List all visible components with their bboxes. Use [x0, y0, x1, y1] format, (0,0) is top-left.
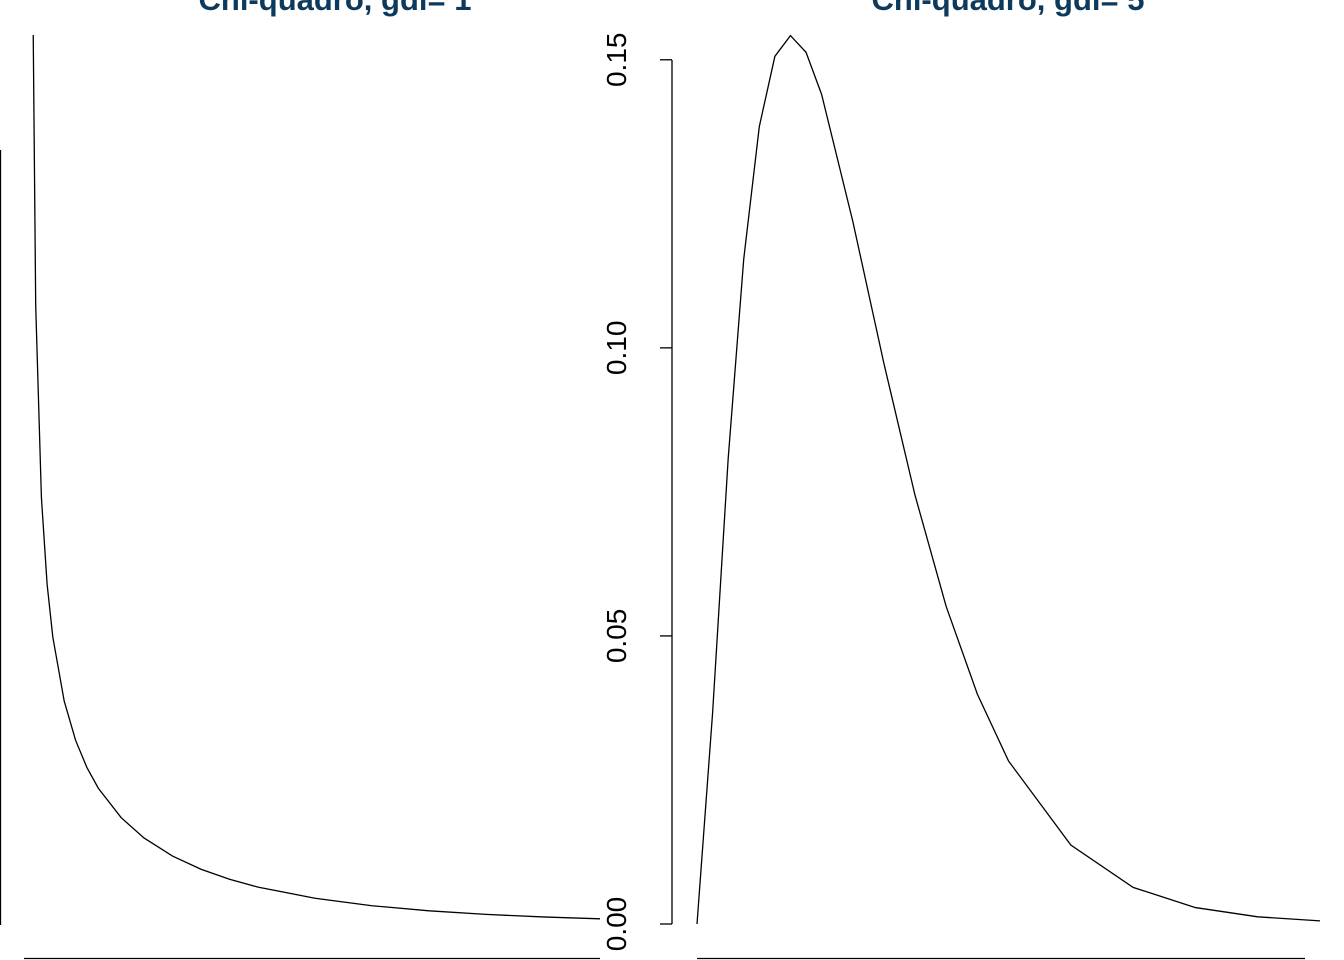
density-line	[696, 34, 1321, 925]
plot-area	[32, 35, 601, 920]
chart-title: Chi-quadro, gdl= 1	[199, 0, 472, 17]
density-line	[32, 35, 601, 920]
y-tick-label: 0.05	[601, 609, 632, 664]
y-tick-label: 0.15	[601, 33, 632, 87]
chart-title: Chi-quadro, gdl= 5	[872, 0, 1145, 17]
y-tick-label: 0.10	[601, 321, 632, 376]
plot-area	[696, 34, 1321, 925]
y-tick-label: 0.00	[601, 897, 632, 952]
